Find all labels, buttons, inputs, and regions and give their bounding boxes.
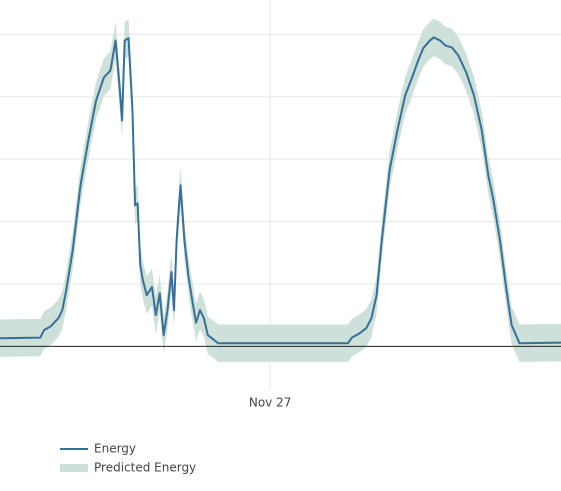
legend-label: Energy <box>94 442 136 456</box>
legend: Energy Predicted Energy <box>60 442 196 475</box>
prediction-band <box>0 18 561 362</box>
legend-label: Predicted Energy <box>94 461 196 475</box>
energy-line <box>0 36 561 345</box>
x-tick-label: Nov 27 <box>249 396 292 410</box>
legend-swatch <box>60 464 88 472</box>
plot-area: Nov 27 <box>0 0 561 410</box>
